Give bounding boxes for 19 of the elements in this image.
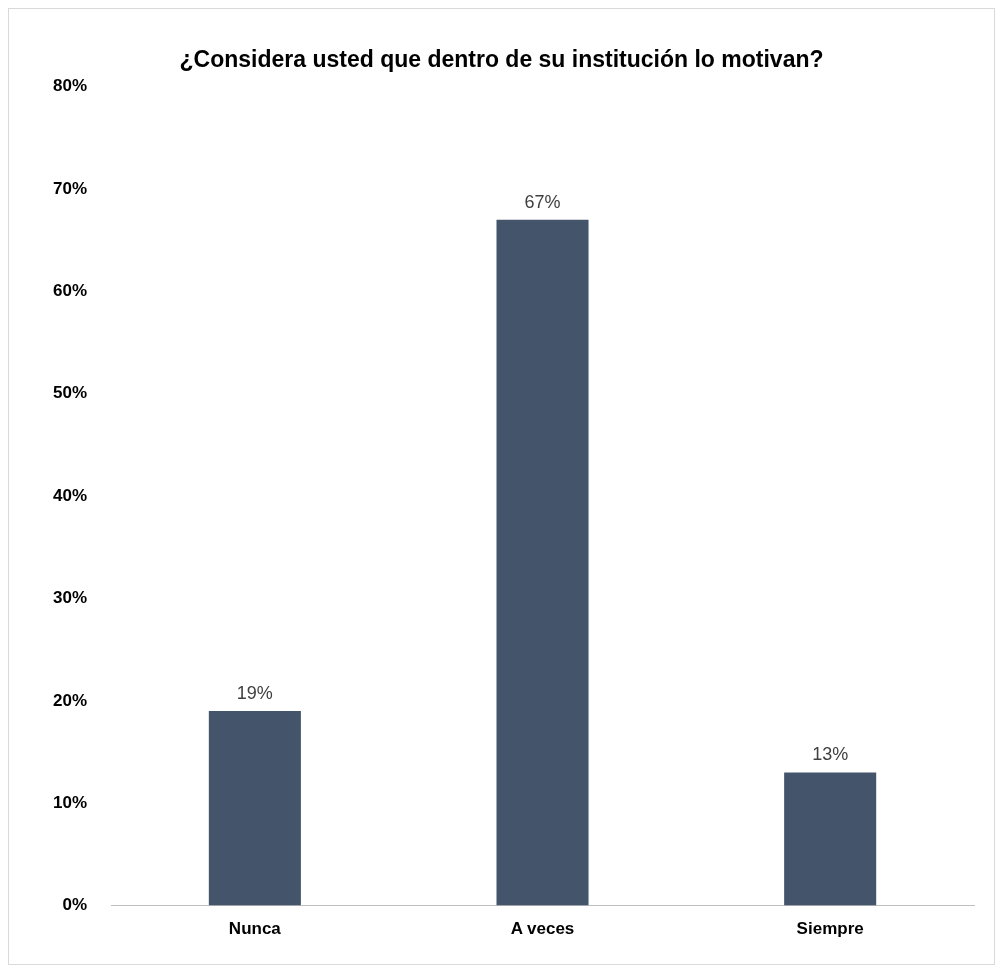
chart-title: ¿Considera usted que dentro de su institución lo motivan?: [179, 46, 824, 73]
data-label: 13%: [812, 744, 849, 765]
x-tick-label: A veces: [510, 919, 575, 939]
y-tick-label: 40%: [52, 485, 88, 505]
y-tick-label: 10%: [52, 792, 88, 812]
y-tick-label: 80%: [52, 76, 88, 96]
bar: [784, 772, 877, 906]
y-tick-label: 0%: [62, 895, 88, 915]
bar: [208, 711, 301, 906]
y-tick-label: 70%: [52, 178, 88, 198]
data-label: 19%: [236, 683, 273, 704]
data-label: 67%: [524, 191, 561, 212]
x-tick-label: Siempre: [796, 919, 864, 939]
y-tick-label: 20%: [52, 690, 88, 710]
bar: [496, 219, 589, 906]
y-tick-label: 30%: [52, 588, 88, 608]
x-tick-label: Nunca: [228, 919, 282, 939]
y-tick-label: 60%: [52, 281, 88, 301]
y-tick-label: 50%: [52, 383, 88, 403]
